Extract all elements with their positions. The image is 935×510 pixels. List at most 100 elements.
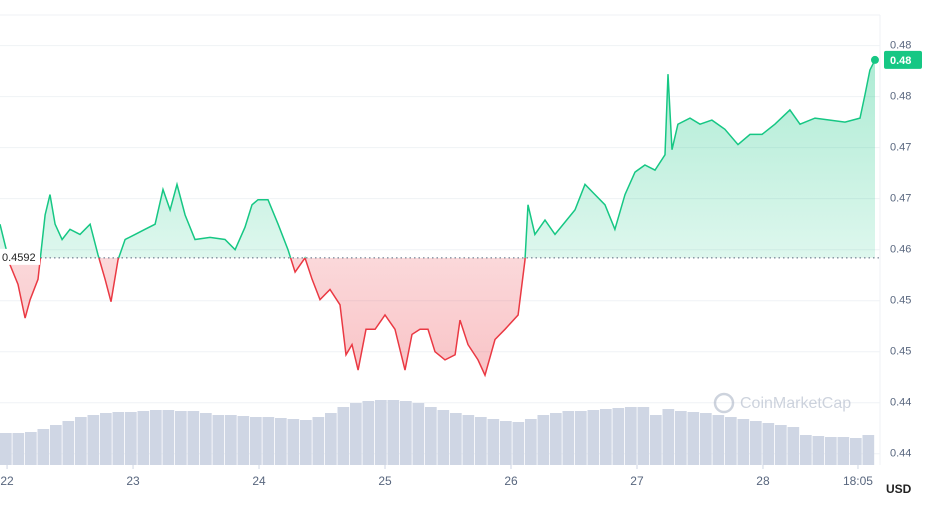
x-tick-label: 26 bbox=[504, 474, 518, 488]
volume-bar bbox=[637, 407, 650, 465]
volume-bar bbox=[537, 415, 550, 465]
area-up bbox=[0, 59, 875, 258]
volume-bar bbox=[437, 410, 450, 465]
volume-bar bbox=[624, 407, 637, 465]
y-tick-label: 0.44 bbox=[890, 397, 911, 409]
volume-bar bbox=[562, 411, 575, 465]
volume-bar bbox=[124, 412, 137, 465]
x-tick-label: 22 bbox=[0, 474, 14, 488]
volume-bar bbox=[399, 401, 412, 465]
volume-bar bbox=[712, 415, 725, 465]
volume-bar bbox=[374, 400, 387, 465]
x-tick-label: 23 bbox=[126, 474, 140, 488]
volume-bar bbox=[499, 421, 512, 465]
volume-bar bbox=[412, 403, 425, 465]
volume-bar bbox=[224, 415, 237, 465]
volume-bar bbox=[0, 433, 12, 465]
volume-bar bbox=[262, 417, 275, 465]
last-point bbox=[870, 55, 879, 64]
volume-bar bbox=[149, 410, 162, 465]
volume-bar bbox=[287, 419, 300, 465]
volume-bar bbox=[599, 409, 612, 465]
price-tag bbox=[884, 50, 922, 69]
x-tick-label: 18:05 bbox=[843, 474, 873, 488]
volume-bar bbox=[587, 410, 600, 465]
volume-bar bbox=[12, 433, 25, 465]
volume-bar bbox=[612, 408, 625, 465]
area-down bbox=[8, 257, 526, 376]
volume-bar bbox=[824, 437, 837, 465]
volume-bar bbox=[162, 410, 175, 465]
baseline-label: 0.4592 bbox=[2, 252, 36, 264]
volume-bar bbox=[199, 413, 212, 465]
y-tick-label: 0.46 bbox=[890, 244, 911, 256]
volume-bar bbox=[574, 411, 587, 465]
volume-bar bbox=[474, 417, 487, 465]
volume-bar bbox=[87, 415, 100, 465]
volume-bar bbox=[187, 411, 200, 465]
volume-bar bbox=[24, 432, 37, 465]
volume-bar bbox=[674, 411, 687, 465]
volume-bar bbox=[99, 413, 112, 465]
volume-bar bbox=[112, 412, 125, 465]
volume-bar bbox=[237, 416, 250, 465]
volume-bar bbox=[174, 411, 187, 465]
currency-label: USD bbox=[886, 482, 912, 496]
volume-bar bbox=[737, 419, 750, 465]
volume-bar bbox=[774, 425, 787, 465]
volume-bar bbox=[212, 415, 225, 465]
y-tick-label: 0.48 bbox=[890, 40, 911, 52]
volume-bar bbox=[349, 403, 362, 465]
volume-bar bbox=[299, 420, 312, 465]
x-tick-label: 24 bbox=[252, 474, 266, 488]
volume-bar bbox=[787, 427, 800, 465]
volume-bar bbox=[137, 411, 150, 465]
volume-bar bbox=[799, 435, 812, 465]
volume-bar bbox=[249, 417, 262, 465]
price-line-up bbox=[0, 59, 876, 258]
volume-bar bbox=[487, 419, 500, 465]
x-tick-label: 27 bbox=[630, 474, 644, 488]
watermark: CoinMarketCap bbox=[740, 395, 851, 412]
volume-bar bbox=[762, 423, 775, 465]
volume-bar bbox=[512, 422, 525, 465]
volume-bar bbox=[37, 429, 50, 465]
volume-bar bbox=[812, 436, 825, 465]
y-tick-label: 0.47 bbox=[890, 193, 911, 205]
volume-bar bbox=[449, 413, 462, 465]
watermark-logo bbox=[713, 392, 735, 414]
x-tick-label: 28 bbox=[756, 474, 770, 488]
volume-bar bbox=[74, 417, 87, 465]
volume-bar bbox=[699, 413, 712, 465]
volume-bar bbox=[687, 412, 700, 465]
volume-bar bbox=[662, 409, 675, 465]
volume-bar bbox=[749, 421, 762, 465]
y-tick-label: 0.44 bbox=[890, 448, 911, 460]
y-tick-label: 0.45 bbox=[890, 295, 911, 307]
volume-bar bbox=[62, 421, 75, 465]
volume-bar bbox=[837, 437, 850, 465]
volume-bar bbox=[524, 419, 537, 465]
volume-bar bbox=[387, 400, 400, 465]
volume-bar bbox=[362, 401, 375, 465]
y-tick-label: 0.48 bbox=[890, 91, 911, 103]
y-tick-label: 0.45 bbox=[890, 346, 911, 358]
volume-bar bbox=[724, 417, 737, 465]
volume-bar bbox=[424, 407, 437, 465]
volume-bar bbox=[274, 418, 287, 465]
volume-bar bbox=[312, 417, 325, 465]
price-line-down bbox=[7, 257, 526, 378]
watermark-group: CoinMarketCap bbox=[713, 392, 851, 414]
baseline-label-bg bbox=[0, 248, 40, 265]
volume-bar bbox=[462, 415, 475, 465]
volume-bar bbox=[49, 425, 62, 465]
volume-bar bbox=[337, 407, 350, 465]
volume-bar bbox=[849, 438, 862, 465]
volume-bar bbox=[649, 415, 662, 465]
x-tick-label: 25 bbox=[378, 474, 392, 488]
volume-bar bbox=[324, 413, 337, 465]
price-tag-label: 0.48 bbox=[890, 55, 911, 67]
